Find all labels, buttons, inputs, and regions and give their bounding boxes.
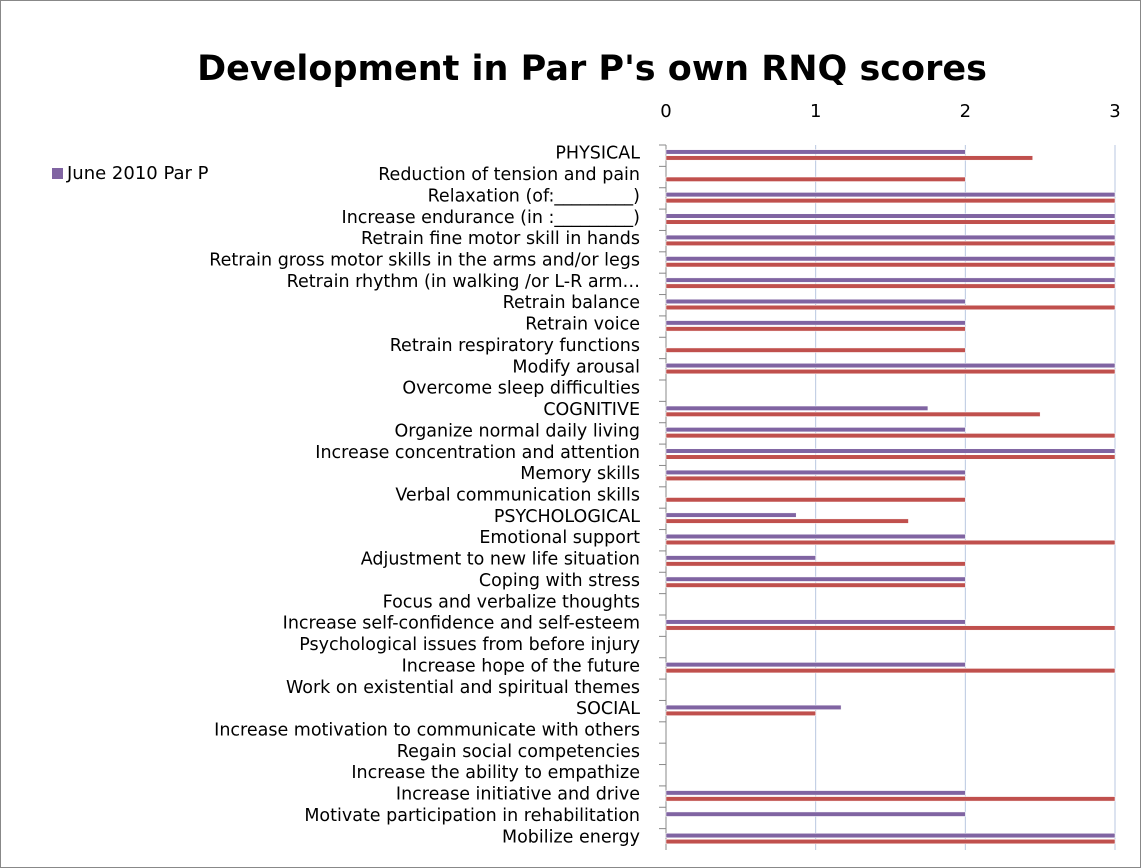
x-tick-label: 1 xyxy=(810,101,821,122)
y-tick-label: Increase hope of the future xyxy=(402,656,640,676)
bar xyxy=(665,155,1033,161)
y-tick-label: Focus and verbalize thoughts xyxy=(383,592,640,612)
y-tick-label: Relaxation (of:_________) xyxy=(428,186,640,206)
bar xyxy=(665,427,966,433)
y-tick-label: Memory skills xyxy=(520,464,640,484)
y-tick-label: Psychological issues from before injury xyxy=(299,635,640,655)
bar xyxy=(665,518,909,524)
bar xyxy=(665,533,966,539)
x-tick-label: 0 xyxy=(660,101,671,122)
bar xyxy=(665,347,966,353)
legend-label: June 2010 Par P xyxy=(67,163,209,184)
bar xyxy=(665,213,1116,219)
y-tick-label: Retrain gross motor skills in the arms a… xyxy=(209,251,640,271)
y-tick-label: Increase concentration and attention xyxy=(315,443,640,463)
bar xyxy=(665,811,966,817)
bar xyxy=(665,469,966,475)
bar xyxy=(665,149,966,155)
y-tick-label: SOCIAL xyxy=(576,699,640,719)
bar xyxy=(665,405,929,411)
x-tick-label: 2 xyxy=(960,101,971,122)
bar xyxy=(665,219,1116,225)
bar xyxy=(665,304,1116,310)
y-tick-label: Reduction of tension and pain xyxy=(378,165,640,185)
bar xyxy=(665,796,1116,802)
y-tick-label: Organize normal daily living xyxy=(395,421,640,441)
bar xyxy=(665,555,816,561)
y-tick-label: Regain social competencies xyxy=(397,742,640,762)
bar xyxy=(665,539,1116,545)
bar xyxy=(665,298,966,304)
bar xyxy=(665,475,966,481)
bar xyxy=(665,234,1116,240)
legend: June 2010 Par P xyxy=(52,160,237,188)
bar xyxy=(665,192,1116,198)
y-tick-label: Increase initiative and drive xyxy=(396,785,640,805)
bar xyxy=(665,283,1116,289)
bar xyxy=(665,411,1041,417)
bar xyxy=(665,576,966,582)
y-tick-label: Retrain voice xyxy=(525,315,640,335)
bar xyxy=(665,176,966,182)
y-tick-label: Retrain rhythm (in walking /or L-R arm… xyxy=(287,272,640,292)
bar xyxy=(665,710,816,716)
y-tick-label: Retrain balance xyxy=(503,293,640,313)
bar xyxy=(665,582,966,588)
bar xyxy=(665,662,966,668)
bar xyxy=(665,363,1116,369)
y-tick-label: PSYCHOLOGICAL xyxy=(494,507,640,527)
bar xyxy=(665,256,1116,262)
bar xyxy=(665,512,797,518)
y-tick-label: Retrain fine motor skill in hands xyxy=(361,229,640,249)
bar xyxy=(665,839,1116,845)
bar xyxy=(665,625,1116,631)
y-tick-label: Overcome sleep difficulties xyxy=(402,379,640,399)
bar xyxy=(665,326,966,332)
y-tick-label: Verbal communication skills xyxy=(395,486,640,506)
y-tick-label: COGNITIVE xyxy=(543,400,640,420)
bar xyxy=(665,619,966,625)
y-tick-label: Work on existential and spiritual themes xyxy=(286,678,640,698)
bar xyxy=(665,448,1116,454)
bar xyxy=(665,198,1116,204)
y-tick-label: Increase endurance (in :_________) xyxy=(342,208,640,228)
y-tick-label: Increase self-confidence and self-esteem xyxy=(283,614,640,634)
bar xyxy=(665,320,966,326)
y-tick-label: Emotional support xyxy=(479,528,640,548)
bar xyxy=(665,668,1116,674)
y-tick-label: Modify arousal xyxy=(512,357,640,377)
bar xyxy=(665,240,1116,246)
bar xyxy=(665,454,1116,460)
y-tick-label: Increase the ability to empathize xyxy=(351,763,640,783)
bar xyxy=(665,704,842,710)
y-tick-label: Mobilize energy xyxy=(502,827,640,847)
bar xyxy=(665,833,1116,839)
y-tick-label: Coping with stress xyxy=(479,571,640,591)
chart-title: Development in Par P's own RNQ scores xyxy=(197,49,987,89)
bar xyxy=(665,277,1116,283)
x-tick-label: 3 xyxy=(1109,101,1120,122)
y-tick-label: Increase motivation to communicate with … xyxy=(214,721,640,741)
y-tick-label: Retrain respiratory functions xyxy=(390,336,640,356)
bar xyxy=(665,561,966,567)
bar xyxy=(665,433,1116,439)
y-tick-label: Motivate participation in rehabilitation xyxy=(304,806,640,826)
bar xyxy=(665,369,1116,375)
bar xyxy=(665,262,1116,268)
y-tick-label: PHYSICAL xyxy=(555,144,640,164)
bar xyxy=(665,790,966,796)
y-tick-label: Adjustment to new life situation xyxy=(361,550,640,570)
bar xyxy=(665,497,966,503)
legend-swatch xyxy=(52,168,63,179)
